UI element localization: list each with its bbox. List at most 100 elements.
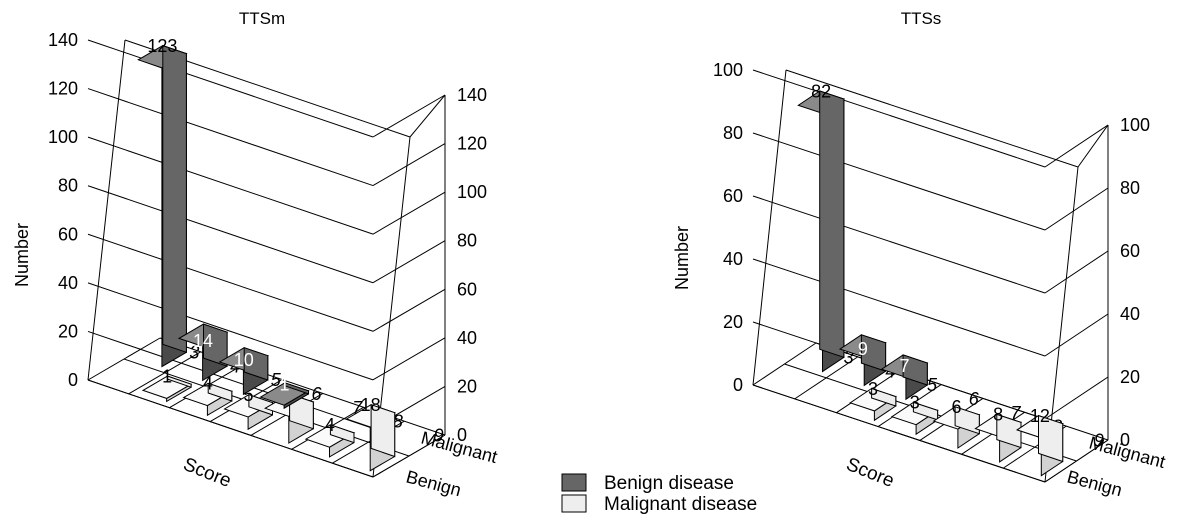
gridline-side [1044,313,1109,357]
y-tick-label-right: 60 [457,279,477,299]
data-label-malignant: 1 [162,366,172,386]
x-tick-label: 7 [1010,403,1021,423]
gridline-back [752,258,1046,357]
gridline-back [87,282,374,381]
y-axis-title: Number [12,223,32,287]
data-label-malignant: 4 [203,374,213,394]
gridline-side [372,337,446,381]
x-tick-label: 9 [1094,431,1104,451]
data-label-malignant: 5 [243,385,253,405]
data-label-benign: 82 [811,81,831,101]
y-tick-label-left: 120 [48,79,78,99]
gridline-side [372,143,446,187]
bar-malignant [1038,414,1064,463]
gridline-side [1044,124,1109,168]
gridline-side [372,288,446,332]
data-label-malignant: 18 [361,395,381,415]
gridline-back [87,39,374,138]
y-tick-label-left: 40 [58,273,78,293]
data-label-benign: 123 [147,36,177,56]
legend-label-malignant: Malignant disease [604,494,757,515]
y-tick-label-right: 80 [457,231,477,251]
bar-malignant [329,424,355,444]
y-tick-label-left: 100 [713,60,743,80]
bar-benign [819,90,845,358]
back-wall-top [785,69,1079,168]
y-tick-label-left: 0 [68,370,78,390]
floor-col-line [1044,439,1109,483]
floor-col-line [794,356,858,400]
bar-benign [860,334,887,372]
chart-title: TTSm [239,9,285,28]
gridline-back [752,69,1046,168]
x-tick-label: 8 [393,412,403,432]
x-tick-label: 6 [311,384,322,404]
y-tick-label-left: 0 [733,375,743,395]
bar-malignant [912,401,939,421]
floor-col-line [128,351,201,395]
gridline-side [372,240,446,284]
gridline-back [87,185,374,284]
bar-malignant [871,387,897,407]
x-tick-label: 3 [844,347,854,367]
y-tick-label-right: 0 [1120,430,1130,450]
gridline-back [87,136,374,235]
gridline-side [372,94,446,138]
bar-malignant [370,404,396,458]
left-wall-edge [87,39,126,381]
side-wall-top [1077,124,1109,168]
y-tick-label-left: 80 [58,176,78,196]
bar-malignant [167,375,192,388]
floor-col-line [87,337,161,381]
data-label-benign: 10 [234,350,254,370]
x-tick-label: 5 [927,375,938,395]
y-tick-label-right: 20 [457,376,477,396]
data-label-malignant: 4 [325,415,335,435]
gridline-side [1044,250,1109,294]
floor-col-line [372,434,446,478]
bar-benign [902,354,928,386]
bar-malignant [954,406,980,435]
data-label-benign: 14 [193,331,213,351]
left-wall-edge [752,69,787,386]
legend: Benign disease Malignant disease [561,473,757,515]
y-tick-label-right: 20 [1120,367,1140,387]
x-tick-label: 3 [189,342,199,362]
x-tick-label: 9 [434,426,444,446]
floor-row-line [752,384,1046,483]
legend-swatch-benign [561,473,587,492]
y-tick-label-right: 40 [457,328,477,348]
y-tick-label-right: 100 [1120,115,1150,135]
y-tick-label-right: 100 [457,182,487,202]
gridline-back [87,233,374,332]
x-axis-title: Score [180,454,234,492]
y-tick-label-right: 140 [457,85,487,105]
y-tick-label-right: 0 [457,425,467,445]
bar-malignant [996,413,1022,449]
gridline-side [1044,187,1109,231]
y-axis-title: Number [672,226,692,290]
y-tick-label-left: 60 [723,186,743,206]
y-tick-label-left: 80 [723,123,743,143]
gridline-side [1044,376,1109,420]
bar-malignant [207,382,233,402]
legend-label-benign: Benign disease [604,473,734,494]
x-tick-label: 7 [352,398,363,418]
y-tick-label-left: 40 [723,249,743,269]
data-label-malignant: 3 [868,379,878,399]
y-tick-label-right: 40 [1120,304,1140,324]
bar-benign [243,347,269,381]
y-tick-label-left: 100 [48,127,78,147]
data-label-malignant: 3 [910,393,920,413]
gridline-back [752,195,1046,294]
floor-col-line [752,342,817,386]
data-label-malignant: 12 [1030,406,1050,426]
gridline-side [372,191,446,235]
bar-malignant [248,394,273,416]
depth-label-benign: Benign [404,467,463,501]
data-label-benign: 7 [900,356,910,376]
x-axis-title: Score [843,454,897,492]
y-tick-label-left: 60 [58,224,78,244]
